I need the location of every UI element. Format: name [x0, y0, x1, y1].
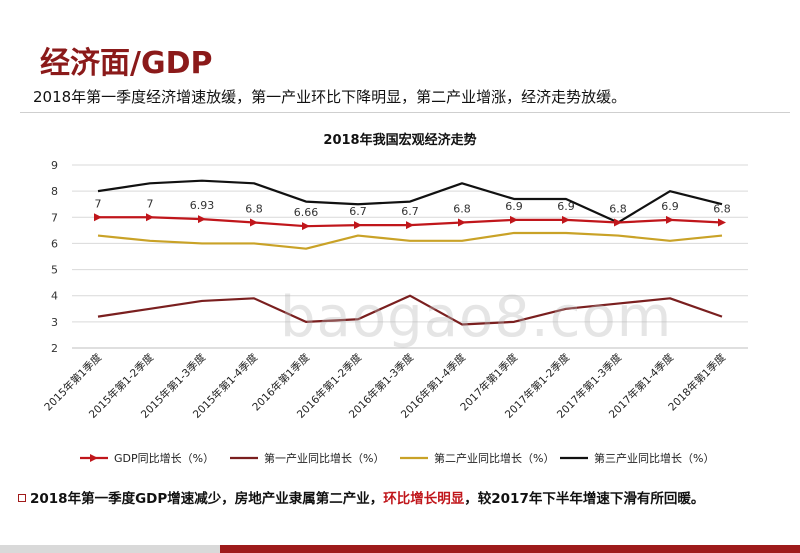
footnote-emphasis: 环比增长明显	[383, 491, 465, 507]
y-tick-label: 3	[51, 316, 58, 329]
data-point-marker	[406, 221, 414, 230]
legend-label: GDP同比增长（%）	[114, 451, 214, 465]
data-point-marker	[510, 215, 518, 224]
legend-label: 第一产业同比增长（%）	[264, 451, 384, 465]
page-title: 经济面/GDP	[40, 46, 213, 81]
legend-label: 第三产业同比增长（%）	[594, 451, 714, 465]
y-tick-label: 8	[51, 185, 58, 198]
y-tick-label: 5	[51, 264, 58, 277]
legend-marker	[90, 454, 98, 462]
data-label: 7	[147, 197, 154, 210]
data-label: 6.9	[505, 200, 523, 213]
data-point-marker	[198, 215, 206, 224]
data-label: 6.9	[661, 200, 679, 213]
page-subtitle: 2018年第一季度经济增速放缓，第一产业环比下降明显，第二产业增涨，经济走势放缓…	[33, 88, 627, 106]
footnote-part1: 2018年第一季度GDP增速减少，房地产业隶属第二产业，	[30, 491, 384, 507]
y-tick-label: 2	[51, 342, 58, 355]
data-point-marker	[666, 215, 674, 224]
data-label: 7	[95, 197, 102, 210]
data-label: 6.8	[609, 203, 627, 216]
data-label: 6.8	[453, 203, 471, 216]
y-tick-label: 4	[51, 290, 58, 303]
data-label: 6.8	[713, 203, 731, 216]
chart-series	[94, 179, 726, 326]
y-tick-label: 9	[51, 159, 58, 172]
x-axis: 2015年第1季度2015年第1-2季度2015年第1-3季度2015年第1-4…	[42, 347, 748, 421]
watermark-text: baogao8.com	[280, 285, 673, 350]
data-label: 6.93	[190, 199, 215, 212]
data-label: 6.8	[245, 203, 263, 216]
data-label: 6.7	[349, 205, 367, 218]
chart-title: 2018年我国宏观经济走势	[323, 132, 476, 148]
bullet-icon	[18, 494, 26, 502]
series-line	[97, 294, 723, 326]
data-label: 6.66	[294, 206, 319, 219]
data-point-marker	[94, 213, 102, 222]
chart-legend: GDP同比增长（%） 第一产业同比增长（%） 第二产业同比增长（%） 第三产业同比增长…	[80, 451, 714, 465]
data-point-marker	[614, 218, 622, 227]
y-tick-label: 7	[51, 211, 58, 224]
y-axis: 2 3 4 5 6 7 8 9	[51, 159, 58, 355]
data-point-marker	[146, 213, 154, 222]
series-line	[97, 231, 723, 250]
line-chart: 2018年我国宏观经济走势 2 3 4 5 6 7 8 9 2015年第1季度2015年第1-…	[42, 132, 748, 465]
footer-bar-right	[220, 545, 800, 553]
legend-label: 第二产业同比增长（%）	[434, 451, 554, 465]
footer-bar-left	[0, 545, 220, 553]
data-point-marker	[354, 221, 362, 230]
footnote-part2: ，较2017年下半年增速下滑有所回暖。	[464, 491, 705, 507]
data-point-marker	[458, 218, 466, 227]
y-tick-label: 6	[51, 237, 58, 250]
data-label: 6.7	[401, 205, 419, 218]
data-labels: 7 7 6.93 6.8 6.66 6.7 6.7 6.8 6.9 6.9 6.8 6.9 6.8	[95, 197, 731, 219]
data-point-marker	[302, 222, 310, 231]
data-point-marker	[562, 215, 570, 224]
data-label: 6.9	[557, 200, 575, 213]
footnote: 2018年第一季度GDP增速减少，房地产业隶属第二产业，环比增长明显，较2017…	[18, 487, 704, 507]
data-point-marker	[250, 218, 258, 227]
title-divider	[20, 112, 790, 113]
data-point-marker	[718, 218, 726, 227]
